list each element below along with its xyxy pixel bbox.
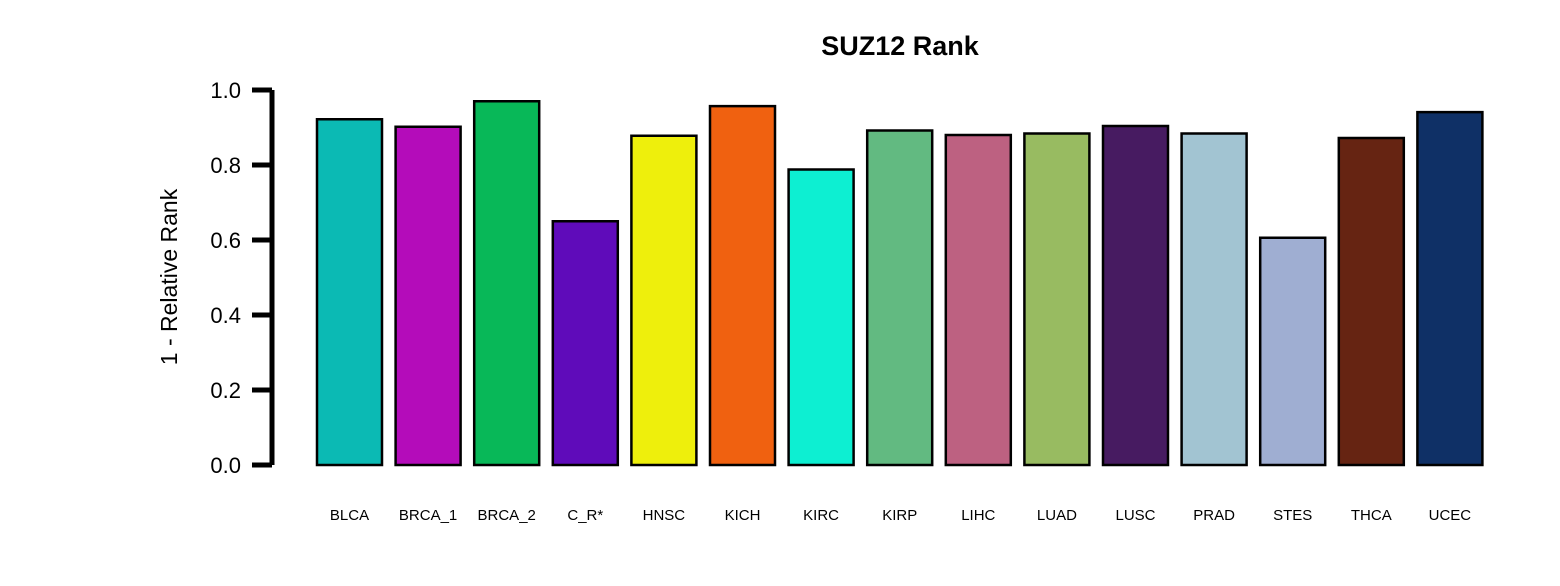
x-tick-label: LIHC <box>961 507 995 524</box>
x-tick-label: PRAD <box>1193 507 1235 524</box>
x-tick-label: KICH <box>725 507 761 524</box>
bar-brca-1 <box>394 125 462 467</box>
y-tick-label: 0.2 <box>210 378 241 403</box>
y-tick-label: 0.4 <box>210 303 241 328</box>
x-tick-labels: BLCA BRCA_1 BRCA_2 C_R* HNSC KICH KIRC KIRP LIHC… <box>330 507 1471 524</box>
y-tick-label: 1.0 <box>210 78 241 103</box>
x-tick-label: UCEC <box>1429 507 1472 524</box>
x-tick-label: C_R* <box>567 507 603 524</box>
bar-brca-2 <box>472 100 541 467</box>
bar-kirc <box>787 168 855 467</box>
bar-thca <box>1337 136 1406 467</box>
chart-title: SUZ12 Rank <box>821 31 980 61</box>
bar-blca <box>315 118 384 467</box>
x-tick-label: KIRP <box>882 507 917 524</box>
x-tick-label: LUSC <box>1115 507 1155 524</box>
x-tick-label: BLCA <box>330 507 369 524</box>
bar-prad <box>1180 132 1248 467</box>
x-tick-label: BRCA_1 <box>399 507 457 524</box>
x-tick-label: THCA <box>1351 507 1392 524</box>
y-tick-label: 0.0 <box>210 453 241 478</box>
y-tick-label: 0.6 <box>210 228 241 253</box>
y-axis-label: 1 - Relative Rank <box>156 188 182 365</box>
bar-lusc <box>1101 124 1170 467</box>
bar-c-r <box>551 220 620 467</box>
y-axis: 0.0 0.2 0.4 0.6 0.8 1.0 <box>210 78 275 478</box>
bar-kirp <box>865 129 934 467</box>
x-tick-label: HNSC <box>643 507 686 524</box>
bar-stes <box>1258 236 1327 467</box>
x-tick-label: BRCA_2 <box>478 507 536 524</box>
x-tick-label: KIRC <box>803 507 839 524</box>
bars-group <box>315 100 1484 467</box>
bar-kich <box>708 104 777 467</box>
bar-lihc <box>944 133 1013 467</box>
bar-luad <box>1023 132 1091 467</box>
bar-ucec <box>1416 110 1484 467</box>
y-tick-label: 0.8 <box>210 153 241 178</box>
x-tick-label: STES <box>1273 507 1312 524</box>
bar-hnsc <box>630 134 698 467</box>
x-tick-label: LUAD <box>1037 507 1077 524</box>
